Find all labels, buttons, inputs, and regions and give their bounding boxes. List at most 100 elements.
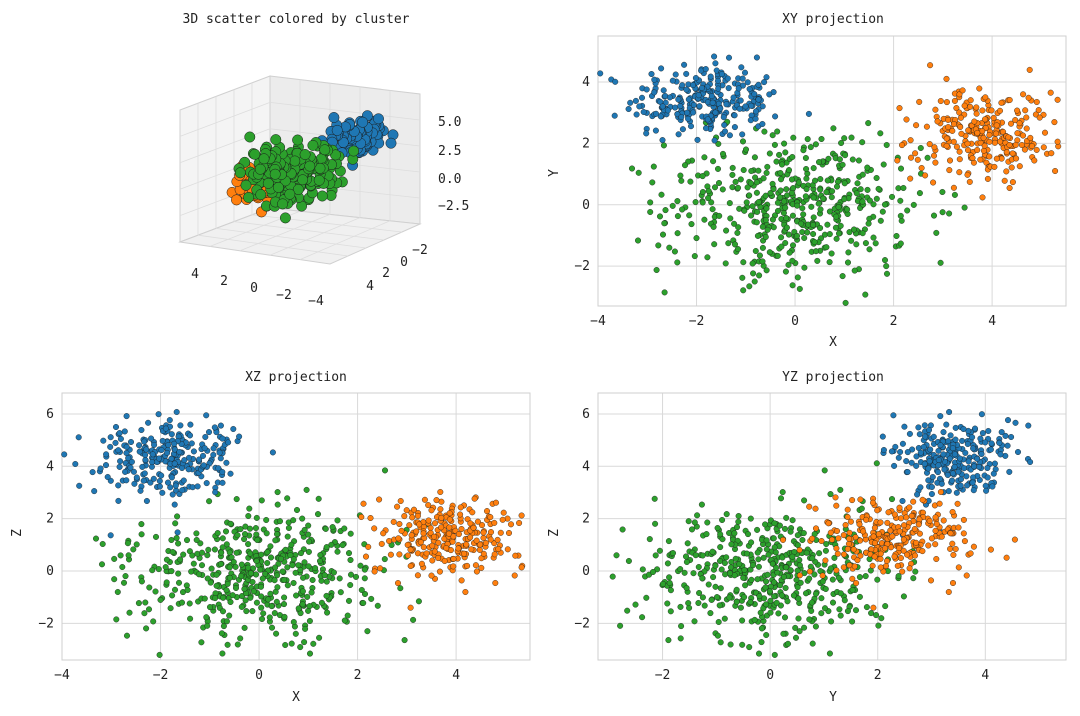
- scatter-point: [787, 567, 794, 574]
- scatter-point: [443, 545, 450, 552]
- scatter-point: [167, 605, 174, 612]
- scatter-point: [664, 107, 671, 114]
- scatter-point: [639, 614, 646, 621]
- scatter-point-3d: [316, 190, 328, 202]
- scatter-point: [859, 139, 866, 146]
- scatter-point: [432, 520, 439, 527]
- scatter-point: [690, 570, 697, 577]
- scatter-point: [480, 550, 487, 557]
- scatter-point: [875, 622, 882, 629]
- scatter-point: [893, 232, 900, 239]
- scatter-point: [203, 412, 210, 419]
- scatter-point: [719, 186, 726, 193]
- scatter-point: [829, 536, 836, 543]
- scatter-point: [315, 511, 322, 518]
- scatter-point: [793, 634, 800, 641]
- scatter-point: [710, 574, 717, 581]
- scatter-point: [651, 76, 658, 83]
- scatter-point: [944, 472, 951, 479]
- scatter-point: [666, 94, 673, 101]
- scatter-point: [778, 592, 785, 599]
- scatter-point: [877, 564, 884, 571]
- scatter-point: [753, 189, 760, 196]
- scatter-point: [220, 623, 227, 630]
- scatter-point: [223, 541, 230, 548]
- scatter-point: [1006, 184, 1013, 191]
- scatter-point: [650, 569, 657, 576]
- plot-frame: [61, 392, 531, 661]
- scatter-point: [870, 604, 877, 611]
- scatter-point: [753, 179, 760, 186]
- scatter-point: [709, 99, 716, 106]
- scatter-point: [986, 138, 993, 145]
- scatter-point: [943, 75, 950, 82]
- scatter-point: [617, 622, 624, 629]
- scatter-point: [446, 524, 453, 531]
- scatter-point: [976, 463, 983, 470]
- scatter-point: [99, 541, 106, 548]
- scatter-point: [735, 224, 742, 231]
- scatter-point: [755, 556, 762, 563]
- scatter-point: [877, 550, 884, 557]
- scatter-point: [223, 587, 230, 594]
- scatter-point: [941, 466, 948, 473]
- scatter-point: [877, 217, 884, 224]
- scatter-point: [732, 555, 739, 562]
- scatter-points: [597, 53, 1062, 306]
- scatter-point: [259, 575, 266, 582]
- scatter-point: [779, 489, 786, 496]
- scatter-point: [358, 587, 365, 594]
- chart-title-3d: 3D scatter colored by cluster: [183, 12, 410, 27]
- scatter-point: [961, 102, 968, 109]
- scatter-point: [896, 545, 903, 552]
- scatter-point: [1033, 146, 1040, 153]
- scatter-point: [799, 537, 806, 544]
- scatter-point: [841, 180, 848, 187]
- scatter-point: [316, 634, 323, 641]
- scatter-point: [724, 75, 731, 82]
- scatter-point: [801, 497, 808, 504]
- scatter-point: [698, 501, 705, 508]
- scatter-point: [137, 487, 144, 494]
- scatter-point: [659, 137, 666, 144]
- scatter-point: [979, 194, 986, 201]
- scatter-point: [764, 571, 771, 578]
- scatter-point: [766, 150, 773, 157]
- scatter-point: [411, 506, 418, 513]
- scatter-point: [726, 594, 733, 601]
- scatter-point: [323, 544, 330, 551]
- scatter-point: [816, 159, 823, 166]
- scatter-point: [662, 207, 669, 214]
- scatter-point: [121, 428, 128, 435]
- scatter-point: [204, 622, 211, 629]
- scatter-point: [874, 507, 881, 514]
- scatter-point: [736, 561, 743, 568]
- scatter-point: [767, 190, 774, 197]
- scatter-point: [1006, 141, 1013, 148]
- scatter-point: [850, 546, 857, 553]
- scatter-point: [683, 585, 690, 592]
- scatter-point: [849, 587, 856, 594]
- scatter-point: [281, 613, 288, 620]
- scatter-point: [859, 198, 866, 205]
- scatter-point: [979, 107, 986, 114]
- scatter-point: [857, 186, 864, 193]
- scatter-point: [758, 625, 765, 632]
- scatter-point: [219, 535, 226, 542]
- scatter-point: [230, 426, 237, 433]
- scatter-point: [731, 112, 738, 119]
- scatter-point: [725, 85, 732, 92]
- scatter-point: [729, 171, 736, 178]
- scatter-point: [781, 140, 788, 147]
- scatter-point: [898, 217, 905, 224]
- scatter-point: [711, 137, 718, 144]
- scatter-point: [833, 213, 840, 220]
- scatter-point: [846, 562, 853, 569]
- scatter-point: [884, 270, 891, 277]
- scatter-point: [802, 154, 809, 161]
- scatter-point: [842, 522, 849, 529]
- scatter-point: [866, 246, 873, 253]
- scatter-point: [829, 188, 836, 195]
